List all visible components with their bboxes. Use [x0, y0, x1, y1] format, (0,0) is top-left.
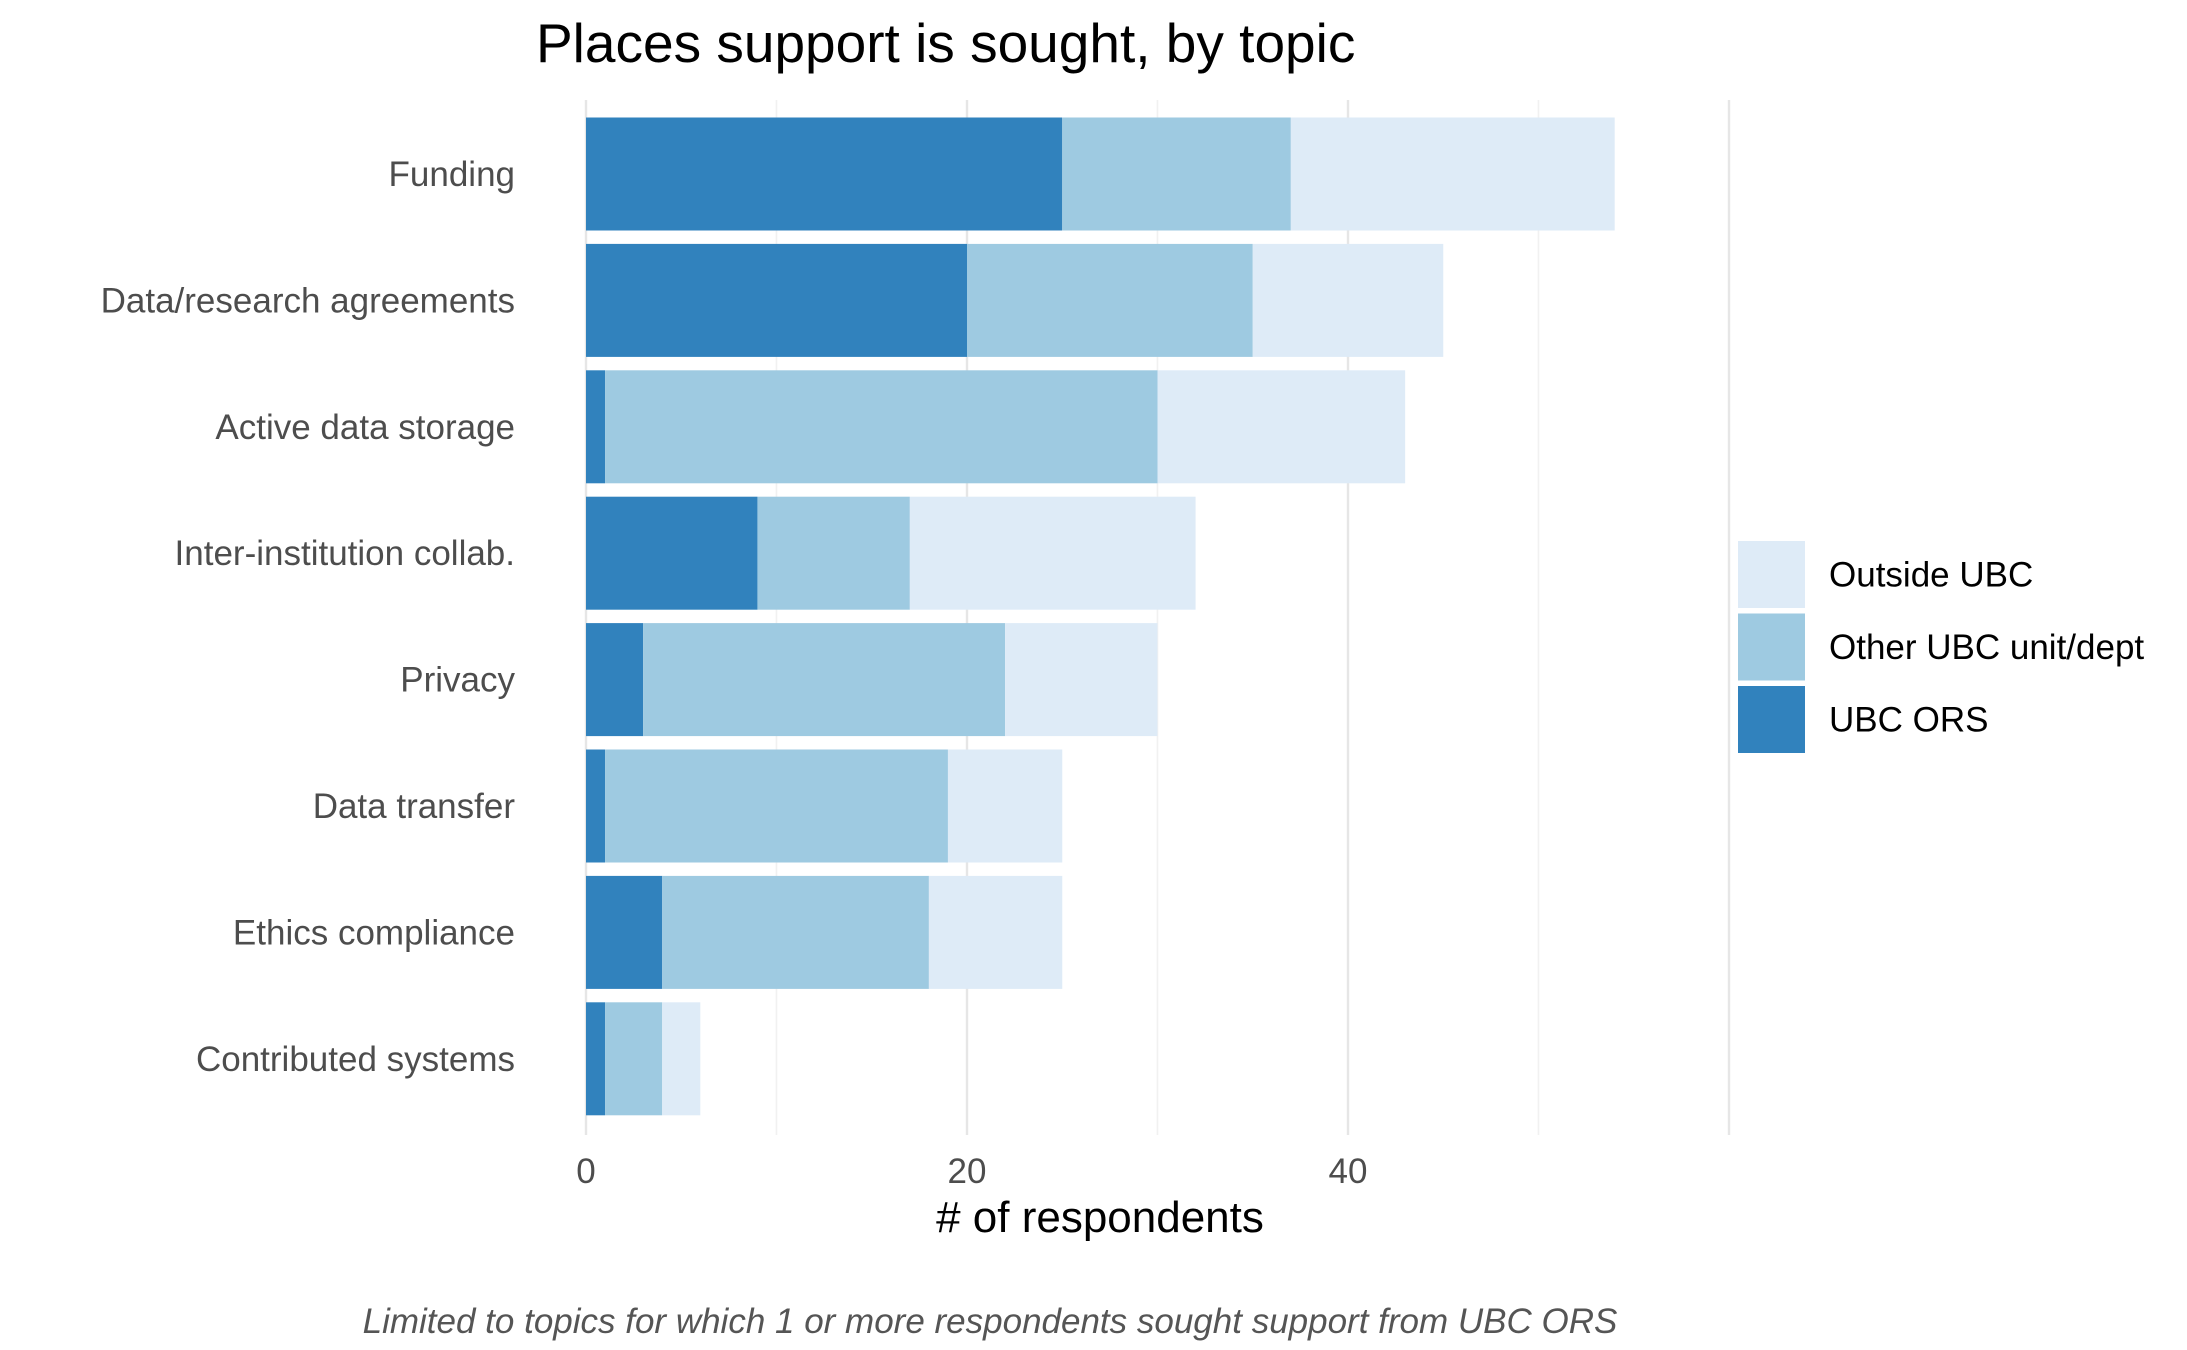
y-tick-label: Contributed systems	[196, 1040, 515, 1079]
bar-ethics-compliance-other-ubc-unit-dept	[662, 875, 929, 989]
bar-data-research-agreements-ubc-ors	[586, 243, 967, 357]
chart-title: Places support is sought, by topic	[536, 12, 1355, 74]
bar-inter-institution-collab-outside-ubc	[909, 496, 1196, 610]
category-labels: Funding Data/research agreements Active da…	[101, 155, 516, 1079]
y-tick-label: Data transfer	[313, 787, 516, 826]
bar-privacy-outside-ubc	[1005, 623, 1158, 737]
x-axis-ticks: 0 20 40	[576, 1152, 1367, 1191]
legend-label: UBC ORS	[1829, 701, 1988, 740]
bar-funding-other-ubc-unit-dept	[1062, 117, 1291, 231]
legend-label: Other UBC unit/dept	[1829, 628, 2144, 667]
bar-data-transfer-ubc-ors	[586, 749, 606, 863]
y-tick-label: Ethics compliance	[233, 913, 515, 952]
y-tick-label: Active data storage	[215, 408, 515, 447]
bar-funding-outside-ubc	[1290, 117, 1615, 231]
bar-privacy-ubc-ors	[586, 623, 644, 737]
x-tick-label: 40	[1329, 1152, 1368, 1191]
bar-active-data-storage-ubc-ors	[586, 370, 606, 484]
bar-ethics-compliance-outside-ubc	[928, 875, 1063, 989]
legend-key-outside-ubc	[1738, 541, 1805, 608]
bar-ethics-compliance-ubc-ors	[586, 875, 663, 989]
y-tick-label: Data/research agreements	[101, 281, 515, 320]
bar-data-transfer-other-ubc-unit-dept	[605, 749, 948, 863]
bar-data-research-agreements-outside-ubc	[1252, 243, 1444, 357]
y-tick-label: Privacy	[400, 661, 515, 700]
bar-inter-institution-collab-other-ubc-unit-dept	[757, 496, 910, 610]
legend-key-ubc-ors	[1738, 686, 1805, 753]
x-axis-label: # of respondents	[936, 1193, 1264, 1242]
x-tick-label: 20	[948, 1152, 987, 1191]
bar-privacy-other-ubc-unit-dept	[643, 623, 1006, 737]
legend: Outside UBC Other UBC unit/dept UBC ORS	[1738, 541, 2144, 753]
bar-contributed-systems-outside-ubc	[662, 1002, 701, 1116]
bars	[586, 117, 1615, 1116]
bar-funding-ubc-ors	[586, 117, 1063, 231]
x-tick-label: 0	[576, 1152, 595, 1191]
bar-data-research-agreements-other-ubc-unit-dept	[967, 243, 1253, 357]
chart-caption: Limited to topics for which 1 or more re…	[363, 1302, 1618, 1341]
legend-key-other-ubc-unit-dept	[1738, 613, 1805, 681]
y-tick-label: Inter-institution collab.	[175, 534, 515, 573]
bar-active-data-storage-other-ubc-unit-dept	[605, 370, 1158, 484]
bar-data-transfer-outside-ubc	[947, 749, 1063, 863]
bar-inter-institution-collab-ubc-ors	[586, 496, 758, 610]
bar-active-data-storage-outside-ubc	[1157, 370, 1406, 484]
y-tick-label: Funding	[389, 155, 515, 194]
bar-contributed-systems-ubc-ors	[586, 1002, 606, 1116]
legend-label: Outside UBC	[1829, 556, 2033, 595]
bar-contributed-systems-other-ubc-unit-dept	[605, 1002, 663, 1116]
